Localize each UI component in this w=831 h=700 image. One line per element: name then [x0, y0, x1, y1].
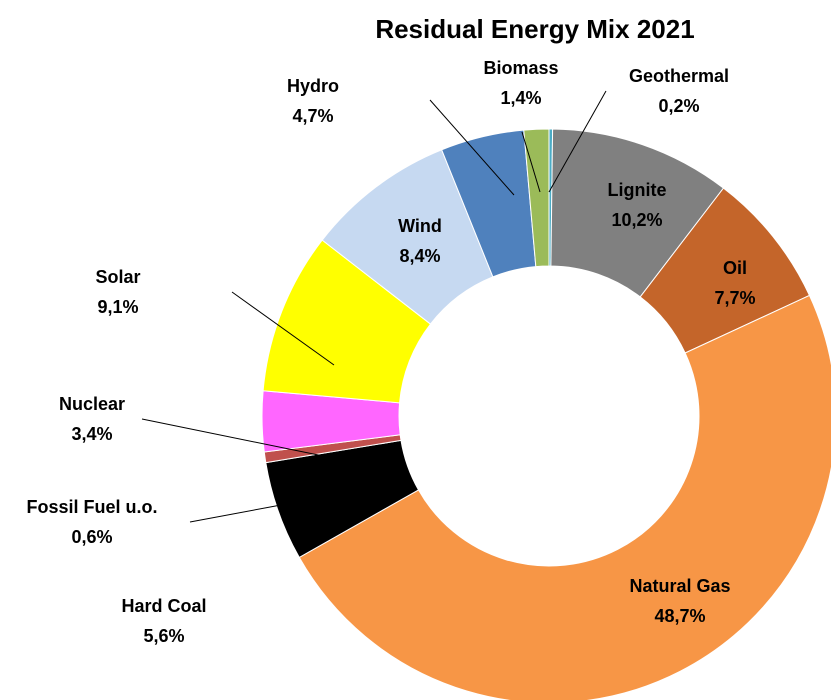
slice-value-lignite: 10,2% [611, 210, 662, 230]
slice-biomass [523, 128, 550, 268]
slice-name-geothermal: Geothermal [629, 66, 729, 86]
slice-name-wind: Wind [398, 216, 442, 236]
slice-value-wind: 8,4% [399, 246, 440, 266]
slice-natural-gas [298, 294, 831, 700]
slice-value-geothermal: 0,2% [658, 96, 699, 116]
slice-name-natural-gas: Natural Gas [629, 576, 730, 596]
slice-value-natural-gas: 48,7% [654, 606, 705, 626]
leader-line-solar [231, 291, 335, 366]
slice-name-hard-coal: Hard Coal [121, 596, 206, 616]
slice-name-lignite: Lignite [608, 180, 667, 200]
leader-lines-group [141, 90, 607, 523]
slice-name-nuclear: Nuclear [59, 394, 125, 414]
slice-value-solar: 9,1% [97, 297, 138, 317]
leader-line-nuclear [141, 418, 334, 459]
leader-line-fossil-fuel-u-o [189, 492, 346, 523]
slice-name-hydro: Hydro [287, 76, 339, 96]
slice-value-hydro: 4,7% [292, 106, 333, 126]
chart-title: Residual Energy Mix 2021 [375, 14, 694, 44]
slice-name-biomass: Biomass [483, 58, 558, 78]
slice-name-oil: Oil [723, 258, 747, 278]
slices-group [261, 128, 831, 700]
slice-value-hard-coal: 5,6% [143, 626, 184, 646]
slice-value-nuclear: 3,4% [71, 424, 112, 444]
labels-group: Geothermal 0,2% Lignite 10,2% Oil 7,7% Natural… [26, 58, 755, 646]
slice-value-biomass: 1,4% [500, 88, 541, 108]
leader-line-hydro [429, 99, 515, 196]
slice-value-oil: 7,7% [714, 288, 755, 308]
leader-line-biomass [521, 131, 541, 193]
slice-value-fossil-fuel-u-o: 0,6% [71, 527, 112, 547]
slice-name-solar: Solar [95, 267, 140, 287]
slice-name-fossil-fuel-u-o: Fossil Fuel u.o. [26, 497, 157, 517]
leader-line-geothermal [548, 90, 607, 193]
